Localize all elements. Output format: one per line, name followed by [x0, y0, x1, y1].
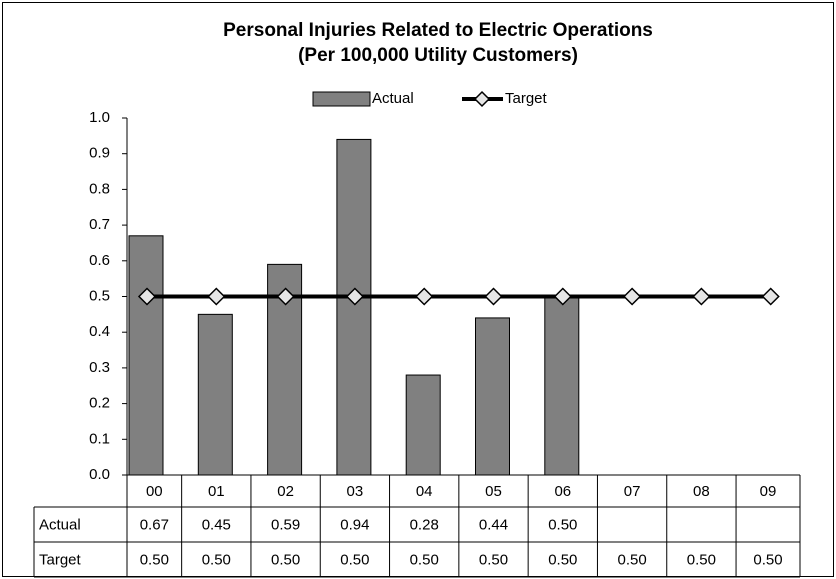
x-tick-label: 03 — [347, 483, 364, 500]
x-tick-label: 05 — [485, 483, 502, 500]
table-value: 0.45 — [202, 516, 231, 533]
table-value: 0.50 — [410, 551, 439, 568]
x-tick-label: 01 — [208, 483, 225, 500]
table-row-label: Target — [39, 551, 82, 568]
y-tick-label: 0.1 — [89, 430, 110, 447]
bar — [475, 317, 510, 476]
legend-marker — [473, 90, 491, 108]
y-tick-label: 0.0 — [89, 466, 110, 483]
bar — [405, 374, 441, 476]
table-value: 0.50 — [340, 551, 369, 568]
table-value: 0.50 — [548, 551, 577, 568]
bar — [128, 235, 164, 476]
x-tick-label: 09 — [760, 483, 777, 500]
table-value: 0.59 — [271, 516, 300, 533]
table-value: 0.94 — [340, 516, 369, 533]
y-tick-label: 0.2 — [89, 395, 110, 412]
x-tick-label: 04 — [416, 483, 433, 500]
table-value: 0.50 — [687, 551, 716, 568]
table-value: 0.50 — [617, 551, 646, 568]
legend-label: Target — [505, 90, 548, 107]
table-value: 0.50 — [479, 551, 508, 568]
x-tick-label: 08 — [693, 483, 710, 500]
line-marker — [761, 287, 780, 306]
table-value: 0.50 — [140, 551, 169, 568]
line-marker — [276, 287, 295, 306]
line-marker — [137, 287, 157, 306]
table-value: 0.50 — [753, 551, 782, 568]
table-value: 0.28 — [410, 516, 439, 533]
chart-subtitle: (Per 100,000 Utility Customers) — [298, 45, 578, 66]
y-tick-label: 1.0 — [89, 109, 110, 126]
y-tick-label: 0.5 — [89, 287, 110, 304]
table-value: 0.50 — [202, 551, 231, 568]
x-tick-label: 00 — [146, 483, 163, 500]
table-value: 0.44 — [479, 516, 508, 533]
table-row-label: Actual — [39, 516, 81, 533]
table-value: 0.50 — [271, 551, 300, 568]
y-tick-label: 0.4 — [89, 323, 110, 340]
line-marker — [553, 287, 572, 306]
x-tick-label: 07 — [624, 483, 641, 500]
bar — [336, 138, 372, 476]
y-tick-label: 0.6 — [89, 252, 110, 269]
chart-title: Personal Injuries Related to Electric Op… — [223, 20, 653, 41]
y-tick-label: 0.9 — [89, 145, 110, 162]
line-marker — [415, 287, 434, 306]
line-marker — [692, 287, 711, 306]
line-marker — [345, 287, 364, 306]
y-tick-label: 0.7 — [89, 216, 110, 233]
table-value: 0.50 — [548, 516, 577, 533]
x-tick-label: 06 — [554, 483, 571, 500]
legend-swatch — [312, 91, 371, 107]
legend-label: Actual — [372, 90, 414, 107]
bar — [197, 313, 233, 476]
table-value: 0.67 — [140, 516, 169, 533]
line-marker — [207, 287, 226, 306]
bar — [544, 296, 580, 476]
y-tick-label: 0.8 — [89, 180, 110, 197]
line-marker — [623, 287, 642, 306]
x-tick-label: 02 — [277, 483, 294, 500]
y-tick-label: 0.3 — [89, 359, 110, 376]
line-marker — [484, 287, 503, 306]
